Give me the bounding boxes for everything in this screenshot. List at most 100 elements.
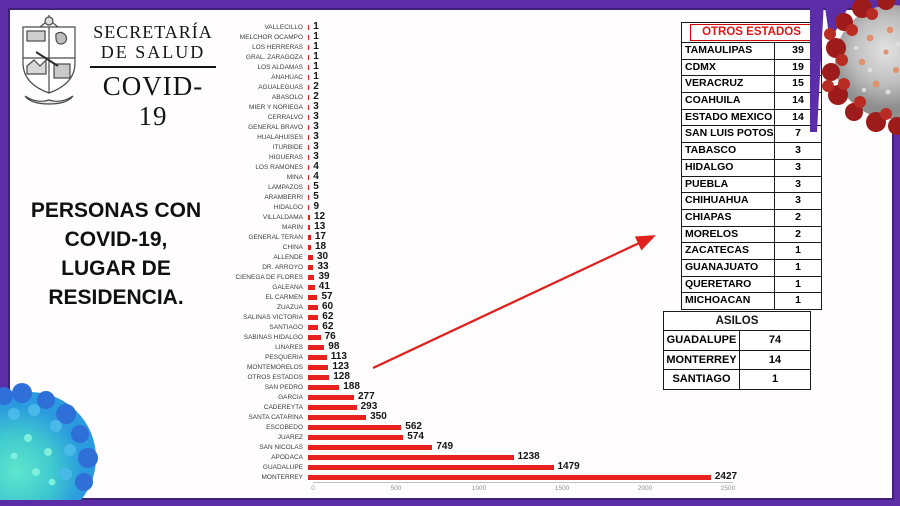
bar-track: 574 (308, 432, 424, 442)
bar (308, 404, 357, 410)
chart-row: SABINAS HIDALGO 76 (226, 332, 771, 342)
bar-label: LOS RAMONES (255, 163, 303, 171)
row-value: 2 (795, 227, 801, 240)
bar (308, 464, 554, 470)
bar-label: CERRALVO (267, 113, 303, 121)
page-title-line: LUGAR DE (61, 257, 171, 280)
bar-track: 1 (308, 22, 319, 32)
bar-track: 188 (308, 382, 360, 392)
logo-line-secretaria: SECRETARÍA (93, 22, 213, 42)
table-row: PUEBLA 3 (682, 175, 821, 193)
bar-track: 98 (308, 342, 339, 352)
row-value: 1 (771, 373, 779, 386)
chart-row: JUAREZ 574 (226, 432, 771, 442)
table-row: VERACRUZ 15 (682, 75, 821, 93)
bar-value: 2 (313, 81, 319, 92)
bar-label: CIENEGA DE FLORES (235, 273, 303, 281)
row-value: 3 (795, 144, 801, 157)
chart-row: HIGUERAS 3 (226, 152, 771, 162)
bar-value: 1 (313, 71, 319, 82)
row-label: MONTERREY (664, 350, 740, 370)
row-value: 39 (792, 44, 804, 56)
bar (308, 124, 310, 130)
row-label: ESTADO MEXICO (682, 109, 775, 126)
bar (308, 54, 310, 60)
row-label: TAMAULIPAS (682, 43, 775, 59)
bar-track: 293 (308, 402, 377, 412)
bar-label: LAMPAZOS (268, 183, 303, 191)
bar (308, 94, 310, 100)
bar (308, 314, 319, 320)
bar-value: 749 (436, 441, 454, 452)
bar (308, 414, 367, 420)
bar-value: 5 (313, 181, 319, 192)
bar-value: 2427 (714, 471, 738, 482)
bar (308, 34, 310, 40)
bar-value: 4 (313, 161, 319, 172)
chart-row: ARAMBERRI 5 (226, 192, 771, 202)
chart-row: LINARES 98 (226, 342, 771, 352)
bar (308, 384, 340, 390)
bar-label: GRAL. ZARAGOZA (245, 53, 303, 61)
bar (308, 364, 329, 370)
chart-row: APODACA 1238 (226, 452, 771, 462)
x-tick-label: 1000 (471, 485, 487, 492)
bar-label: GALEANA (272, 283, 303, 291)
bar (308, 264, 314, 270)
chart-row: GENERAL BRAVO 3 (226, 122, 771, 132)
chart-row: DR. ARROYO 33 (226, 262, 771, 272)
chart-row: ESCOBEDO 562 (226, 422, 771, 432)
bar-value: 3 (313, 151, 319, 162)
chart-row: MINA 4 (226, 172, 771, 182)
row-label: CHIHUAHUA (682, 193, 775, 209)
bar (308, 194, 310, 200)
bar (308, 74, 310, 80)
row-label: QUERETARO (682, 276, 775, 293)
chart-row: ALLENDE 30 (226, 252, 771, 262)
bar-value: 39 (318, 271, 330, 282)
table-row: COAHUILA 14 (682, 92, 821, 109)
bar-track: 41 (308, 282, 330, 292)
chart-row: VILLALDAMA 12 (226, 212, 771, 222)
bar-value: 62 (322, 311, 334, 322)
chart-row: MONTERREY 2427 (226, 472, 771, 482)
chart-row: LOS ALDAMAS 1 (226, 62, 771, 72)
bar-track: 62 (308, 322, 333, 332)
bar-label: ARAMBERRI (264, 193, 303, 201)
bar-track: 1 (308, 32, 319, 42)
chart-row: HUALAHUISES 3 (226, 132, 771, 142)
bar-value: 350 (370, 411, 387, 422)
chart-row: LOS HERRERAS 1 (226, 42, 771, 52)
bar-track: 4 (308, 172, 319, 182)
bar-label: CHINA (282, 243, 303, 251)
bar-chart: VALLECILLO 1 MELCHOR OCAMPO 1 LOS HERRERAS 1 G… (226, 22, 771, 494)
bar-label: SAN NICOLAS (259, 443, 303, 451)
bar-value: 1479 (557, 461, 580, 472)
bar (308, 244, 311, 250)
row-label: HIDALGO (682, 159, 775, 176)
bar-label: MARIN (282, 223, 303, 231)
bar-track: 9 (308, 202, 319, 212)
row-label: ZACATECAS (682, 243, 775, 259)
bar-label: HUALAHUISES (257, 133, 303, 141)
bar (308, 64, 310, 70)
bar-track: 76 (308, 332, 336, 342)
bar-value: 18 (314, 241, 327, 252)
bar-label: ABASOLO (271, 93, 303, 101)
bar-track: 17 (308, 232, 326, 242)
x-tick-label: 2000 (637, 485, 653, 492)
chart-row: HIDALGO 9 (226, 202, 771, 212)
bar-chart-rows: VALLECILLO 1 MELCHOR OCAMPO 1 LOS HERRERAS 1 G… (226, 22, 771, 482)
bar-value: 1 (313, 51, 319, 62)
bar (308, 304, 318, 310)
bar-label: SALINAS VICTORIA (243, 313, 303, 321)
bar (308, 454, 514, 460)
bar-label: SANTA CATARINA (248, 413, 303, 421)
table-row: GUANAJUATO 1 (682, 258, 821, 276)
bar-track: 30 (308, 252, 328, 262)
bar-label: LOS HERRERAS (252, 43, 303, 51)
table-row: MORELOS 2 (682, 225, 821, 243)
row-value: 1 (795, 260, 801, 273)
bar-label: MIER Y NORIEGA (249, 103, 303, 111)
